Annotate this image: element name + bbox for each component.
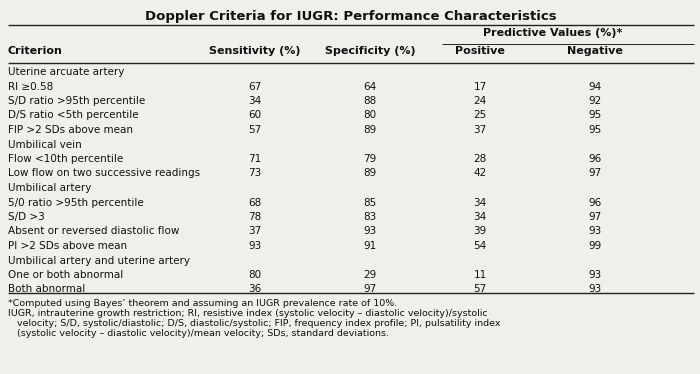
Text: S/D ratio >95th percentile: S/D ratio >95th percentile bbox=[8, 96, 146, 106]
Text: 60: 60 bbox=[248, 110, 262, 120]
Text: 89: 89 bbox=[363, 125, 377, 135]
Text: 34: 34 bbox=[473, 212, 486, 222]
Text: 67: 67 bbox=[248, 82, 262, 92]
Text: 34: 34 bbox=[473, 197, 486, 208]
Text: PI >2 SDs above mean: PI >2 SDs above mean bbox=[8, 241, 127, 251]
Text: Umbilical artery and uterine artery: Umbilical artery and uterine artery bbox=[8, 255, 190, 266]
Text: 97: 97 bbox=[589, 169, 601, 178]
Text: 96: 96 bbox=[589, 197, 601, 208]
Text: 93: 93 bbox=[248, 241, 262, 251]
Text: 79: 79 bbox=[363, 154, 377, 164]
Text: One or both abnormal: One or both abnormal bbox=[8, 270, 123, 280]
Text: Umbilical artery: Umbilical artery bbox=[8, 183, 92, 193]
Text: 39: 39 bbox=[473, 227, 486, 236]
Text: 24: 24 bbox=[473, 96, 486, 106]
Text: 80: 80 bbox=[363, 110, 377, 120]
Text: 83: 83 bbox=[363, 212, 377, 222]
Text: 11: 11 bbox=[473, 270, 486, 280]
Text: 28: 28 bbox=[473, 154, 486, 164]
Text: 80: 80 bbox=[248, 270, 262, 280]
Text: Both abnormal: Both abnormal bbox=[8, 285, 85, 294]
Text: IUGR, intrauterine growth restriction; RI, resistive index (systolic velocity – : IUGR, intrauterine growth restriction; R… bbox=[8, 309, 488, 318]
Text: 17: 17 bbox=[473, 82, 486, 92]
Text: 54: 54 bbox=[473, 241, 486, 251]
Text: 89: 89 bbox=[363, 169, 377, 178]
Text: 99: 99 bbox=[589, 241, 601, 251]
Text: Flow <10th percentile: Flow <10th percentile bbox=[8, 154, 123, 164]
Text: 57: 57 bbox=[473, 285, 486, 294]
Text: 37: 37 bbox=[248, 227, 262, 236]
Text: S/D >3: S/D >3 bbox=[8, 212, 45, 222]
Text: Specificity (%): Specificity (%) bbox=[325, 46, 415, 56]
Text: 96: 96 bbox=[589, 154, 601, 164]
Text: 25: 25 bbox=[473, 110, 486, 120]
Text: 93: 93 bbox=[363, 227, 377, 236]
Text: 85: 85 bbox=[363, 197, 377, 208]
Text: 97: 97 bbox=[363, 285, 377, 294]
Text: 92: 92 bbox=[589, 96, 601, 106]
Text: Criterion: Criterion bbox=[8, 46, 63, 56]
Text: 91: 91 bbox=[363, 241, 377, 251]
Text: RI ≥0.58: RI ≥0.58 bbox=[8, 82, 53, 92]
Text: 5/0 ratio >95th percentile: 5/0 ratio >95th percentile bbox=[8, 197, 143, 208]
Text: D/S ratio <5th percentile: D/S ratio <5th percentile bbox=[8, 110, 139, 120]
Text: 37: 37 bbox=[473, 125, 486, 135]
Text: 95: 95 bbox=[589, 125, 601, 135]
Text: 29: 29 bbox=[363, 270, 377, 280]
Text: 68: 68 bbox=[248, 197, 262, 208]
Text: velocity; S/D, systolic/diastolic; D/S, diastolic/systolic; FIP, frequency index: velocity; S/D, systolic/diastolic; D/S, … bbox=[8, 319, 500, 328]
Text: Predictive Values (%)*: Predictive Values (%)* bbox=[483, 28, 622, 38]
Text: *Computed using Bayes’ theorem and assuming an IUGR prevalence rate of 10%.: *Computed using Bayes’ theorem and assum… bbox=[8, 300, 398, 309]
Text: Uterine arcuate artery: Uterine arcuate artery bbox=[8, 67, 125, 77]
Text: 97: 97 bbox=[589, 212, 601, 222]
Text: 94: 94 bbox=[589, 82, 601, 92]
Text: (systolic velocity – diastolic velocity)/mean velocity; SDs, standard deviations: (systolic velocity – diastolic velocity)… bbox=[8, 329, 389, 338]
Text: 73: 73 bbox=[248, 169, 262, 178]
Text: 42: 42 bbox=[473, 169, 486, 178]
Text: 34: 34 bbox=[248, 96, 262, 106]
Text: Sensitivity (%): Sensitivity (%) bbox=[209, 46, 301, 56]
Text: Negative: Negative bbox=[567, 46, 623, 56]
Text: 93: 93 bbox=[589, 270, 601, 280]
Text: 93: 93 bbox=[589, 227, 601, 236]
Text: Low flow on two successive readings: Low flow on two successive readings bbox=[8, 169, 200, 178]
Text: 95: 95 bbox=[589, 110, 601, 120]
Text: FIP >2 SDs above mean: FIP >2 SDs above mean bbox=[8, 125, 133, 135]
Text: 57: 57 bbox=[248, 125, 262, 135]
Text: 78: 78 bbox=[248, 212, 262, 222]
Text: 88: 88 bbox=[363, 96, 377, 106]
Text: 36: 36 bbox=[248, 285, 262, 294]
Text: Absent or reversed diastolic flow: Absent or reversed diastolic flow bbox=[8, 227, 179, 236]
Text: Positive: Positive bbox=[455, 46, 505, 56]
Text: Doppler Criteria for IUGR: Performance Characteristics: Doppler Criteria for IUGR: Performance C… bbox=[145, 10, 557, 23]
Text: 93: 93 bbox=[589, 285, 601, 294]
Text: 71: 71 bbox=[248, 154, 262, 164]
Text: Umbilical vein: Umbilical vein bbox=[8, 140, 82, 150]
Text: 64: 64 bbox=[363, 82, 377, 92]
